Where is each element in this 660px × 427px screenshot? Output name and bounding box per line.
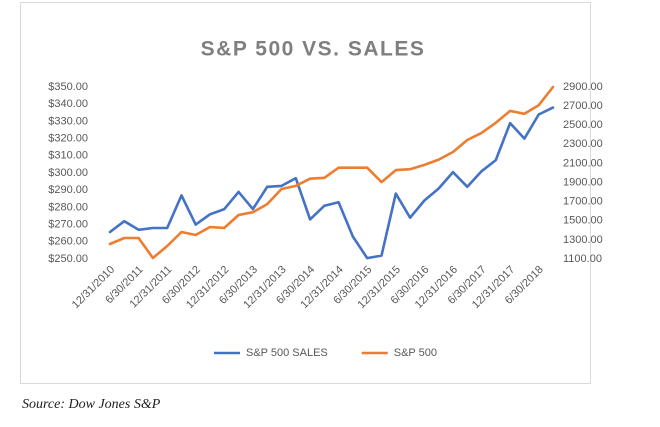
- y-tick-label: $300.00: [48, 167, 88, 179]
- series-line: [108, 85, 555, 260]
- legend-label: S&P 500 SALES: [246, 347, 328, 359]
- y-tick-label: $310.00: [48, 150, 88, 162]
- y-tick-label: $340.00: [48, 98, 88, 110]
- y-tick-label: $330.00: [48, 115, 88, 127]
- y2-tick-label: 1900.00: [563, 176, 603, 188]
- y-tick-label: $290.00: [48, 184, 88, 196]
- chart-frame: [20, 2, 591, 384]
- y-tick-label: $250.00: [48, 253, 88, 265]
- y2-tick-label: 1500.00: [563, 215, 603, 227]
- y2-tick-label: 2300.00: [563, 138, 603, 150]
- y-tick-label: $350.00: [48, 81, 88, 93]
- y2-tick-label: 1300.00: [563, 234, 603, 246]
- series-line: [108, 106, 555, 260]
- y-tick-label: $280.00: [48, 201, 88, 213]
- legend-label: S&P 500: [394, 347, 437, 359]
- y2-tick-label: 1700.00: [563, 196, 603, 208]
- source-note: Source: Dow Jones S&P: [22, 397, 161, 412]
- y2-tick-label: 2100.00: [563, 157, 603, 169]
- chart-title: S&P 500 VS. SALES: [201, 38, 426, 61]
- y-tick-label: $270.00: [48, 219, 88, 231]
- y2-tick-label: 2900.00: [563, 81, 603, 93]
- y2-tick-label: 2700.00: [563, 100, 603, 112]
- y2-tick-label: 2500.00: [563, 119, 603, 131]
- y-tick-label: $260.00: [48, 236, 88, 248]
- y2-tick-label: 1100.00: [563, 253, 602, 265]
- y-tick-label: $320.00: [48, 133, 88, 145]
